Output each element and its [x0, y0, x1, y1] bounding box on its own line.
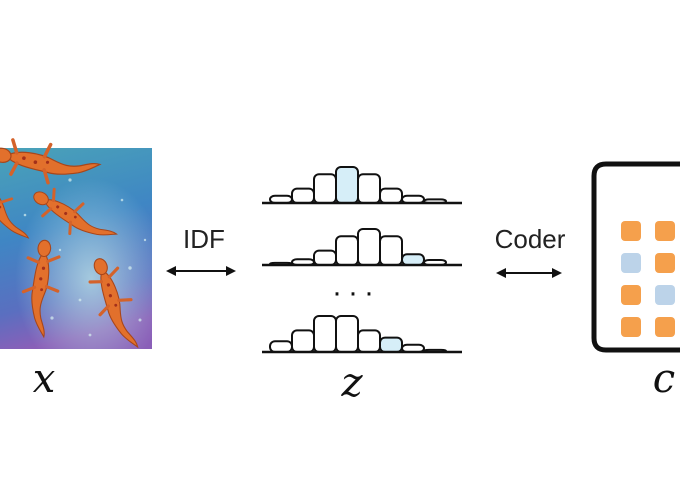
- coder-label: Coder: [495, 224, 566, 254]
- histogram: [262, 166, 462, 205]
- histogram-bar: [357, 228, 381, 266]
- code-cell: [621, 253, 641, 273]
- code-cell: [621, 221, 641, 241]
- histogram-bar: [401, 253, 425, 266]
- idf-double-arrow: [166, 266, 236, 276]
- histogram: [262, 228, 462, 267]
- histogram-bar: [313, 249, 337, 267]
- histogram-bar: [335, 166, 359, 204]
- newt-image: [0, 133, 152, 357]
- histogram-bar: [335, 235, 359, 266]
- histogram-bar: [291, 329, 315, 353]
- histogram-bar: [291, 187, 315, 205]
- idf-label: IDF: [183, 224, 225, 254]
- histogram-bar: [379, 336, 403, 354]
- coder-double-arrow: [496, 268, 562, 278]
- code-cell: [655, 285, 675, 305]
- histogram-bar: [335, 315, 359, 353]
- code-cell: [655, 253, 675, 273]
- histogram-bar: [313, 315, 337, 353]
- histogram: [262, 315, 462, 354]
- code-grid: [621, 221, 675, 337]
- ellipsis: ···: [332, 276, 380, 309]
- histogram-bar: [379, 187, 403, 205]
- histogram-bar: [269, 340, 293, 354]
- code-cell: [655, 221, 675, 241]
- code-cell: [655, 317, 675, 337]
- code-cell: [621, 317, 641, 337]
- x-label: x: [33, 356, 56, 402]
- code-box: [591, 161, 680, 353]
- z-label: z: [340, 360, 363, 406]
- code-cell: [621, 285, 641, 305]
- latent-histograms: [262, 166, 462, 354]
- histogram-bar: [357, 173, 381, 204]
- histogram-bar: [357, 329, 381, 353]
- histogram-bar: [379, 235, 403, 266]
- histogram-bar: [313, 173, 337, 204]
- c-label: c: [653, 356, 675, 402]
